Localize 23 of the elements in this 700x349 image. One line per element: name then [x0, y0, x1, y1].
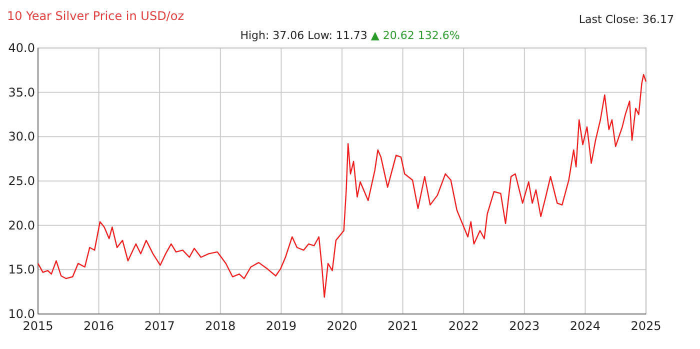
x-tick-label: 2020	[326, 319, 358, 333]
text: Last Close: 36.17	[578, 13, 674, 26]
chart-title: 10 Year Silver Price in USD/oz	[7, 9, 184, 23]
x-tick-label: 2016	[84, 319, 114, 333]
x-tick-label: 2017	[144, 319, 175, 333]
y-tick-label: 40.0	[8, 41, 35, 55]
x-tick-label: 2022	[448, 319, 479, 333]
x-tick-label: 2015	[22, 319, 54, 333]
x-tick-label: 2024	[570, 319, 600, 333]
x-tick-label: 2023	[509, 319, 540, 333]
x-tick-label: 2025	[630, 319, 662, 333]
x-tick-label: 2021	[388, 319, 418, 333]
x-tick-label: 2018	[205, 319, 236, 333]
y-tick-label: 25.0	[8, 174, 35, 188]
text: ▲ 20.62 132.6%	[367, 29, 460, 42]
text: High: 37.06 Low: 11.73	[240, 29, 368, 42]
y-tick-label: 35.0	[8, 85, 35, 100]
y-tick-label: 10.0	[8, 307, 35, 321]
x-tick-label: 2019	[266, 319, 296, 333]
y-tick-label: 30.0	[8, 130, 35, 144]
line-series	[37, 74, 647, 298]
y-tick-label: 15.0	[8, 262, 35, 277]
y-tick-label: 20.0	[8, 218, 35, 232]
